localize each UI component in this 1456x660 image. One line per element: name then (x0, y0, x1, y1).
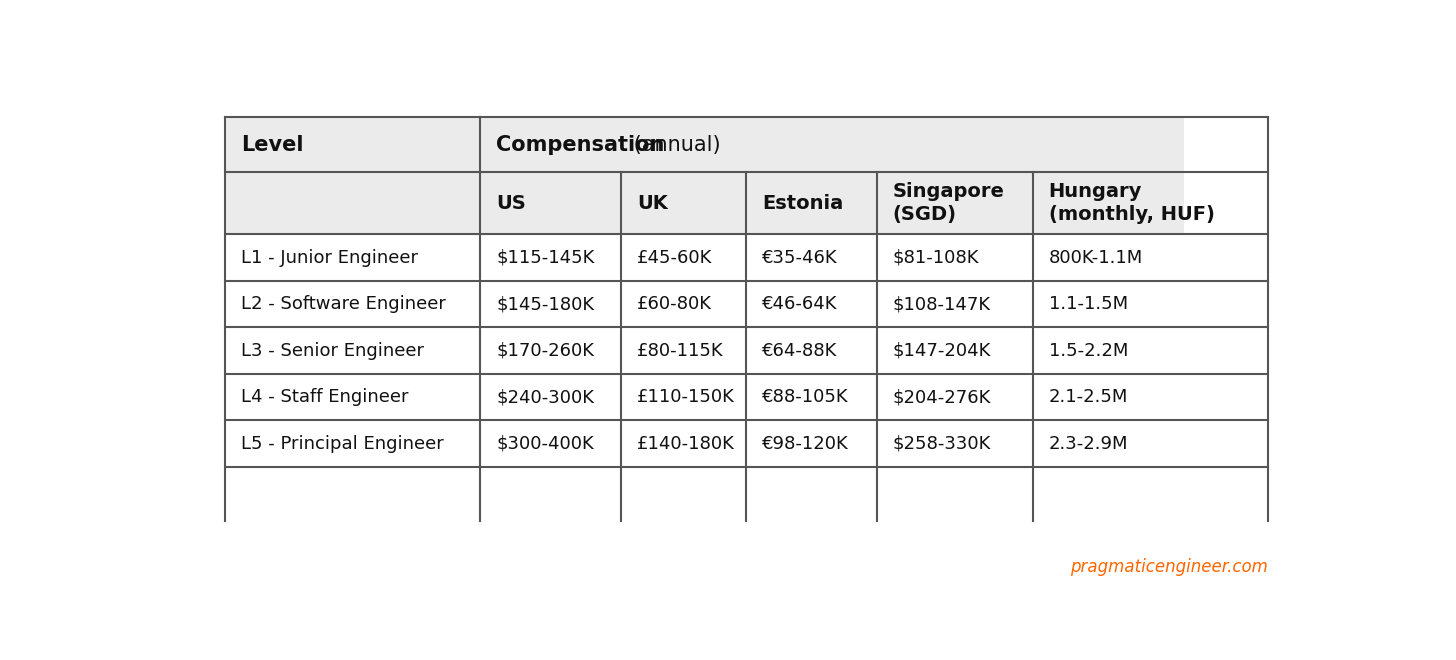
Bar (1032, 117, 1184, 172)
Bar (224, 420, 480, 467)
Bar (622, 234, 747, 281)
Bar (622, 327, 747, 374)
Text: L5 - Principal Engineer: L5 - Principal Engineer (240, 434, 444, 453)
Text: $300-400K: $300-400K (496, 434, 594, 453)
Text: $147-204K: $147-204K (893, 342, 990, 360)
Bar (480, 420, 622, 467)
Bar (480, 281, 622, 327)
Text: Estonia: Estonia (761, 193, 843, 213)
Text: $81-108K: $81-108K (893, 249, 978, 267)
Text: US: US (496, 193, 526, 213)
Bar (877, 281, 1032, 327)
Text: pragmaticengineer.com: pragmaticengineer.com (1070, 558, 1268, 576)
Text: $204-276K: $204-276K (893, 388, 990, 406)
Text: Level: Level (240, 135, 303, 154)
Text: 1.1-1.5M: 1.1-1.5M (1048, 295, 1128, 313)
Bar (1032, 327, 1184, 374)
Bar (745, 281, 877, 327)
Text: Hungary
(monthly, HUF): Hungary (monthly, HUF) (1048, 182, 1214, 224)
Text: $170-260K: $170-260K (496, 342, 594, 360)
Text: (annual): (annual) (626, 135, 721, 154)
Bar (480, 172, 622, 234)
Bar (745, 420, 877, 467)
Bar (877, 172, 1032, 234)
Bar (877, 374, 1032, 420)
Text: $258-330K: $258-330K (893, 434, 990, 453)
Text: €35-46K: €35-46K (761, 249, 837, 267)
Text: $240-300K: $240-300K (496, 388, 594, 406)
Bar (877, 327, 1032, 374)
Bar (480, 117, 622, 172)
Text: L4 - Staff Engineer: L4 - Staff Engineer (240, 388, 408, 406)
Bar (480, 234, 622, 281)
Bar (224, 374, 480, 420)
Text: £45-60K: £45-60K (636, 249, 712, 267)
Bar (745, 117, 877, 172)
Text: L2 - Software Engineer: L2 - Software Engineer (240, 295, 446, 313)
Text: 800K-1.1M: 800K-1.1M (1048, 249, 1143, 267)
Bar (1032, 172, 1184, 234)
Text: $115-145K: $115-145K (496, 249, 594, 267)
Text: €88-105K: €88-105K (761, 388, 849, 406)
Bar (745, 172, 877, 234)
Text: Singapore
(SGD): Singapore (SGD) (893, 182, 1005, 224)
Bar (480, 327, 622, 374)
Bar (1032, 374, 1184, 420)
Bar (224, 172, 480, 234)
Text: £60-80K: £60-80K (636, 295, 712, 313)
Bar (224, 234, 480, 281)
Text: 2.3-2.9M: 2.3-2.9M (1048, 434, 1128, 453)
Text: Compensation: Compensation (496, 135, 664, 154)
Text: $145-180K: $145-180K (496, 295, 594, 313)
Bar (877, 117, 1032, 172)
Bar (745, 374, 877, 420)
Bar (224, 117, 480, 172)
Text: $108-147K: $108-147K (893, 295, 990, 313)
Bar (622, 117, 747, 172)
Text: £110-150K: £110-150K (636, 388, 735, 406)
Bar (622, 420, 747, 467)
Bar (1032, 420, 1184, 467)
Bar (745, 234, 877, 281)
Text: UK: UK (636, 193, 668, 213)
Bar (622, 281, 747, 327)
Text: €46-64K: €46-64K (761, 295, 837, 313)
Text: 2.1-2.5M: 2.1-2.5M (1048, 388, 1128, 406)
Bar (1032, 234, 1184, 281)
Bar (877, 420, 1032, 467)
Text: L1 - Junior Engineer: L1 - Junior Engineer (240, 249, 418, 267)
Text: L3 - Senior Engineer: L3 - Senior Engineer (240, 342, 424, 360)
Bar (224, 281, 480, 327)
Text: 1.5-2.2M: 1.5-2.2M (1048, 342, 1128, 360)
Text: £80-115K: £80-115K (636, 342, 724, 360)
Bar (1032, 281, 1184, 327)
Bar (622, 374, 747, 420)
Bar (877, 234, 1032, 281)
Text: €98-120K: €98-120K (761, 434, 849, 453)
Text: £140-180K: £140-180K (636, 434, 735, 453)
Bar (622, 172, 747, 234)
Bar (224, 327, 480, 374)
Bar (745, 327, 877, 374)
Bar (480, 374, 622, 420)
Text: €64-88K: €64-88K (761, 342, 837, 360)
